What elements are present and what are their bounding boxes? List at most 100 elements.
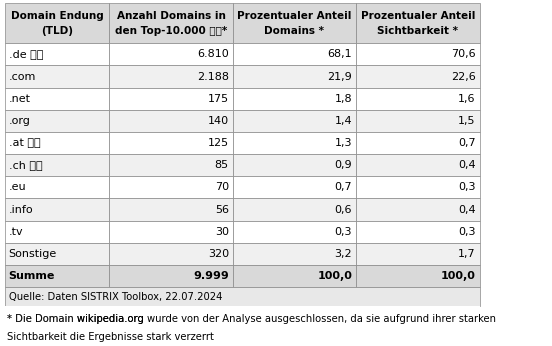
Text: 0,3: 0,3	[335, 227, 352, 237]
Text: 140: 140	[208, 116, 229, 126]
Text: .ch 🇨🇭: .ch 🇨🇭	[9, 160, 43, 170]
Bar	[109, 265, 233, 287]
Text: 0,3: 0,3	[458, 227, 476, 237]
Bar	[5, 3, 109, 43]
Bar	[356, 88, 480, 110]
Text: * Die Domain wikipedia.org: * Die Domain wikipedia.org	[7, 314, 144, 324]
Bar	[5, 306, 480, 346]
Text: 0,7: 0,7	[335, 182, 352, 192]
Text: 1,6: 1,6	[458, 94, 476, 104]
Text: 21,9: 21,9	[327, 72, 352, 82]
Text: 175: 175	[208, 94, 229, 104]
Text: Prozentualer Anteil: Prozentualer Anteil	[237, 11, 352, 21]
Bar	[233, 221, 356, 243]
Bar	[5, 65, 109, 88]
Text: * Die Domain wikipedia.org wurde von der Analyse ausgeschlossen, da sie aufgrund: * Die Domain wikipedia.org wurde von der…	[7, 314, 496, 324]
Text: Sichtbarkeit die Ergebnisse stark verzerrt: Sichtbarkeit die Ergebnisse stark verzer…	[7, 332, 214, 342]
Text: .com: .com	[9, 72, 36, 82]
Bar	[109, 43, 233, 65]
Text: .de 🇩🇪: .de 🇩🇪	[9, 49, 43, 59]
Text: 2.188: 2.188	[197, 72, 229, 82]
Text: Sonstige: Sonstige	[9, 249, 57, 259]
Text: Domain Endung: Domain Endung	[10, 11, 103, 21]
Bar	[109, 65, 233, 88]
Bar	[109, 110, 233, 132]
Bar	[109, 243, 233, 265]
Text: 0,4: 0,4	[458, 204, 476, 215]
Bar	[5, 43, 109, 65]
Bar	[233, 265, 356, 287]
Text: * Die Domain: * Die Domain	[7, 314, 77, 324]
Text: Sichtbarkeit *: Sichtbarkeit *	[378, 26, 458, 36]
Bar	[233, 43, 356, 65]
Text: 100,0: 100,0	[441, 271, 476, 281]
Bar	[356, 43, 480, 65]
Bar	[356, 132, 480, 154]
Text: .tv: .tv	[9, 227, 23, 237]
Text: 0,7: 0,7	[458, 138, 476, 148]
Text: 1,8: 1,8	[335, 94, 352, 104]
Text: 70: 70	[215, 182, 229, 192]
Text: den Top-10.000 🇩🇪*: den Top-10.000 🇩🇪*	[115, 26, 227, 36]
Bar	[233, 199, 356, 221]
Bar	[233, 65, 356, 88]
Text: .info: .info	[9, 204, 33, 215]
Text: Summe: Summe	[9, 271, 55, 281]
Text: 56: 56	[215, 204, 229, 215]
Bar	[109, 176, 233, 199]
Text: .org: .org	[9, 116, 30, 126]
Text: 68,1: 68,1	[328, 49, 352, 59]
Bar	[356, 265, 480, 287]
Text: 125: 125	[208, 138, 229, 148]
Bar	[356, 65, 480, 88]
Bar	[356, 243, 480, 265]
Bar	[109, 3, 233, 43]
Bar	[5, 221, 109, 243]
Bar	[5, 199, 109, 221]
Bar	[109, 132, 233, 154]
Bar	[109, 154, 233, 176]
Text: 1,7: 1,7	[458, 249, 476, 259]
Bar	[5, 132, 109, 154]
Bar	[356, 221, 480, 243]
Text: 320: 320	[208, 249, 229, 259]
Bar	[5, 154, 109, 176]
Text: 100,0: 100,0	[317, 271, 352, 281]
Bar	[233, 154, 356, 176]
Text: .net: .net	[9, 94, 31, 104]
Bar	[109, 88, 233, 110]
Text: 9.999: 9.999	[193, 271, 229, 281]
Text: .at 🇦🇹: .at 🇦🇹	[9, 138, 40, 148]
Text: 6.810: 6.810	[197, 49, 229, 59]
Bar	[109, 221, 233, 243]
Bar	[233, 110, 356, 132]
Bar	[356, 3, 480, 43]
Bar	[5, 243, 109, 265]
Text: Anzahl Domains in: Anzahl Domains in	[116, 11, 225, 21]
Bar	[5, 88, 109, 110]
Text: (TLD): (TLD)	[41, 26, 73, 36]
Text: 85: 85	[215, 160, 229, 170]
Text: 30: 30	[215, 227, 229, 237]
Bar	[233, 88, 356, 110]
Bar	[356, 176, 480, 199]
Text: 0,3: 0,3	[458, 182, 476, 192]
Text: 1,4: 1,4	[335, 116, 352, 126]
Bar	[233, 243, 356, 265]
Text: 0,9: 0,9	[335, 160, 352, 170]
Bar	[5, 110, 109, 132]
Bar	[356, 154, 480, 176]
Text: 0,4: 0,4	[458, 160, 476, 170]
Bar	[109, 199, 233, 221]
Bar	[356, 110, 480, 132]
Text: Quelle: Daten SISTRIX Toolbox, 22.07.2024: Quelle: Daten SISTRIX Toolbox, 22.07.202…	[9, 292, 222, 302]
Text: 3,2: 3,2	[335, 249, 352, 259]
Text: Prozentualer Anteil: Prozentualer Anteil	[360, 11, 475, 21]
Bar	[5, 176, 109, 199]
Text: 1,3: 1,3	[335, 138, 352, 148]
Bar	[5, 265, 109, 287]
Bar	[5, 287, 480, 306]
Text: 1,5: 1,5	[458, 116, 476, 126]
Text: 22,6: 22,6	[451, 72, 476, 82]
Bar	[356, 199, 480, 221]
